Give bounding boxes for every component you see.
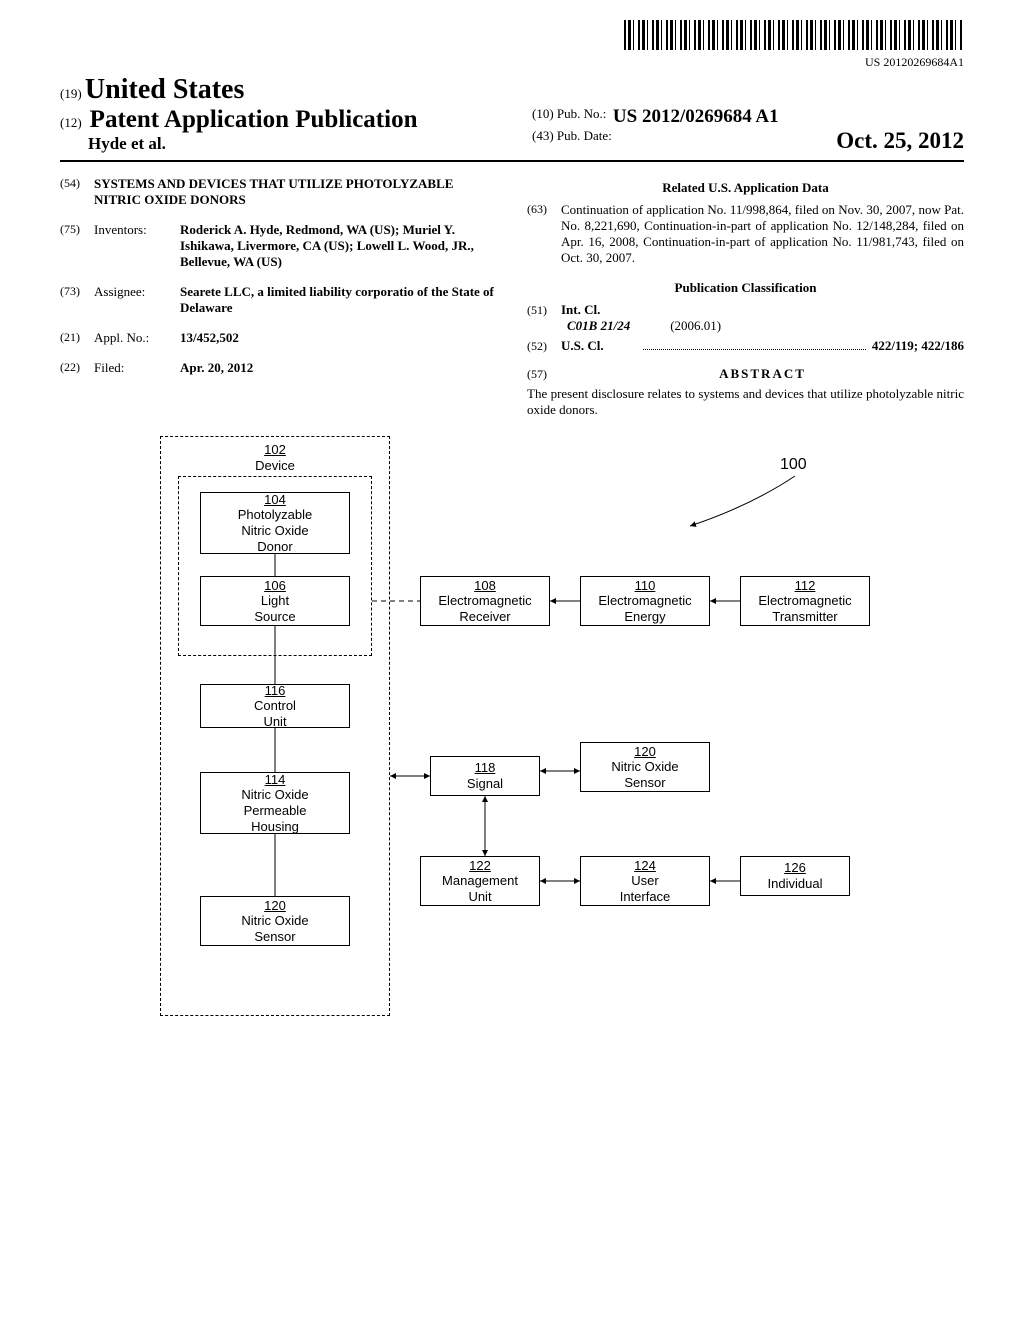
intcl-symbol: C01B 21/24 xyxy=(561,318,630,334)
filed-label: Filed: xyxy=(94,360,180,376)
box-124: 124User Interface xyxy=(580,856,710,906)
filed-date: Apr. 20, 2012 xyxy=(180,360,497,376)
pub-kind-title: Patent Application Publication xyxy=(90,106,418,134)
inventors: Roderick A. Hyde, Redmond, WA (US); Muri… xyxy=(180,222,497,270)
assignee: Searete LLC, a limited liability corpora… xyxy=(180,284,497,316)
appl-number: 13/452,502 xyxy=(180,330,497,346)
n126: 126 xyxy=(743,860,847,876)
intcl-date: (2006.01) xyxy=(630,318,721,334)
box-102-device: 102 Device xyxy=(200,442,350,474)
right-column: Related U.S. Application Data (63) Conti… xyxy=(527,176,964,418)
patent-header: (19) United States (12) Patent Applicati… xyxy=(60,74,964,154)
box-102-label: Device xyxy=(202,458,348,474)
n120a: 120 xyxy=(583,744,707,760)
pub-number: US 2012/0269684 A1 xyxy=(613,106,779,128)
n104: 104 xyxy=(203,492,347,508)
abstract-heading: ABSTRACT xyxy=(561,366,964,382)
uscl-label: U.S. Cl. xyxy=(561,338,637,354)
box-114: 114Nitric Oxide Permeable Housing xyxy=(200,772,350,834)
related-text: Continuation of application No. 11/998,8… xyxy=(561,202,964,266)
l116: Control Unit xyxy=(203,698,347,729)
code-75: (75) xyxy=(60,222,94,270)
code-57: (57) xyxy=(527,367,561,382)
box-102-num: 102 xyxy=(202,442,348,458)
pubclass-heading: Publication Classification xyxy=(527,280,964,296)
n106: 106 xyxy=(203,578,347,594)
box-112: 112Electromagnetic Transmitter xyxy=(740,576,870,626)
l108: Electromagnetic Receiver xyxy=(423,593,547,624)
box-104: 104Photolyzable Nitric Oxide Donor xyxy=(200,492,350,554)
code-22: (22) xyxy=(60,360,94,376)
code-63: (63) xyxy=(527,202,561,266)
applno-label: Appl. No.: xyxy=(94,330,180,346)
n112: 112 xyxy=(743,578,867,594)
pubdate-label: Pub. Date: xyxy=(557,128,612,154)
code-73: (73) xyxy=(60,284,94,316)
l110: Electromagnetic Energy xyxy=(583,593,707,624)
uscl-value: 422/119; 422/186 xyxy=(872,338,964,354)
l124: User Interface xyxy=(583,873,707,904)
l120b: Nitric Oxide Sensor xyxy=(203,913,347,944)
n116: 116 xyxy=(203,683,347,699)
box-108: 108Electromagnetic Receiver xyxy=(420,576,550,626)
n120b: 120 xyxy=(203,898,347,914)
n122: 122 xyxy=(423,858,537,874)
barcode-block: US 20120269684A1 xyxy=(60,20,964,70)
header-rule xyxy=(60,160,964,162)
box-118: 118Signal xyxy=(430,756,540,796)
box-122: 122Management Unit xyxy=(420,856,540,906)
n108: 108 xyxy=(423,578,547,594)
figure-diagram: 100 102 Device 104Photolyzable Nitric Ox… xyxy=(100,436,964,1036)
box-110: 110Electromagnetic Energy xyxy=(580,576,710,626)
l114: Nitric Oxide Permeable Housing xyxy=(203,787,347,834)
code-54: (54) xyxy=(60,176,94,208)
code-12: (12) xyxy=(60,115,82,131)
n124: 124 xyxy=(583,858,707,874)
box-120-sensor: 120Nitric Oxide Sensor xyxy=(580,742,710,792)
barcode-graphic xyxy=(624,20,964,50)
code-43: (43) xyxy=(532,128,554,154)
l106: Light Source xyxy=(203,593,347,624)
box-120-sensor-2: 120Nitric Oxide Sensor xyxy=(200,896,350,946)
l118: Signal xyxy=(433,776,537,792)
related-heading: Related U.S. Application Data xyxy=(527,180,964,196)
inventors-label: Inventors: xyxy=(94,222,180,270)
l122: Management Unit xyxy=(423,873,537,904)
code-19: (19) xyxy=(60,86,82,101)
left-column: (54) SYSTEMS AND DEVICES THAT UTILIZE PH… xyxy=(60,176,497,418)
country: United States xyxy=(85,74,244,105)
box-106: 106Light Source xyxy=(200,576,350,626)
barcode-text: US 20120269684A1 xyxy=(60,55,964,70)
code-52: (52) xyxy=(527,339,561,354)
abstract-text: The present disclosure relates to system… xyxy=(527,386,964,418)
l126: Individual xyxy=(743,876,847,892)
l120a: Nitric Oxide Sensor xyxy=(583,759,707,790)
dot-leader xyxy=(643,349,866,350)
l104: Photolyzable Nitric Oxide Donor xyxy=(203,507,347,554)
box-126: 126Individual xyxy=(740,856,850,896)
pubno-label: Pub. No.: xyxy=(557,106,606,128)
n118: 118 xyxy=(433,760,537,776)
biblio-columns: (54) SYSTEMS AND DEVICES THAT UTILIZE PH… xyxy=(60,176,964,418)
authors-short: Hyde et al. xyxy=(60,134,512,154)
assignee-label: Assignee: xyxy=(94,284,180,316)
intcl-label: Int. Cl. xyxy=(561,302,637,318)
code-21: (21) xyxy=(60,330,94,346)
code-10: (10) xyxy=(532,106,554,128)
n114: 114 xyxy=(203,772,347,788)
n110: 110 xyxy=(583,578,707,594)
ref-100: 100 xyxy=(780,456,807,474)
box-116: 116Control Unit xyxy=(200,684,350,728)
code-51: (51) xyxy=(527,303,561,318)
pub-date: Oct. 25, 2012 xyxy=(836,128,964,154)
l112: Electromagnetic Transmitter xyxy=(743,593,867,624)
invention-title: SYSTEMS AND DEVICES THAT UTILIZE PHOTOLY… xyxy=(94,176,497,208)
